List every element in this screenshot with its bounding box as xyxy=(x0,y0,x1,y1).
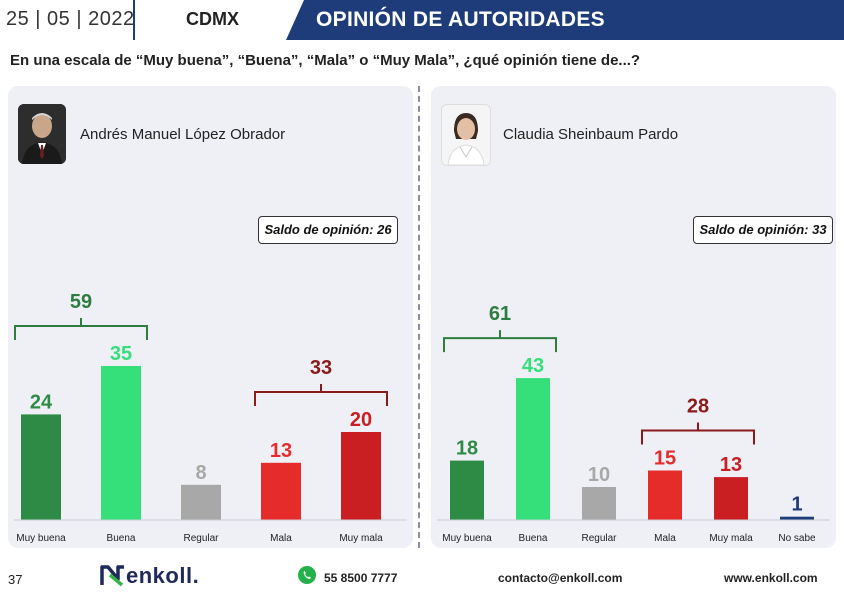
panel-sheinbaum: Claudia Sheinbaum Pardo Saldo de opinión… xyxy=(431,86,836,548)
value-label: 18 xyxy=(456,438,478,460)
category-label: Buena xyxy=(519,533,548,544)
category-label: Muy buena xyxy=(16,533,66,544)
amlo-photo xyxy=(18,104,66,164)
bar-regular xyxy=(181,484,221,520)
value-label: 24 xyxy=(30,391,53,413)
bar-buena xyxy=(101,366,141,520)
positive-bracket-line xyxy=(443,330,557,353)
person-name: Andrés Manuel López Obrador xyxy=(80,126,286,143)
positive-bracket-line xyxy=(14,318,148,340)
category-label: Mala xyxy=(270,533,292,544)
page-number: 37 xyxy=(8,572,23,587)
bar-muy-mala xyxy=(341,432,381,520)
category-label: Regular xyxy=(581,533,617,544)
category-label: Muy mala xyxy=(709,533,753,544)
category-label: Muy buena xyxy=(442,533,492,544)
bar-muy-buena xyxy=(21,414,61,520)
positive-bracket: 59 xyxy=(14,291,148,340)
value-label: 10 xyxy=(588,464,610,486)
category-label: Regular xyxy=(183,533,219,544)
negative-bracket-line xyxy=(641,422,755,445)
opinion-chart-amlo: 24 Muy buena 35 Buena 8 Regular 13 Mala 20 Muy ma… xyxy=(14,291,407,544)
person-name: Claudia Sheinbaum Pardo xyxy=(503,126,679,143)
positive-bracket-total: 59 xyxy=(70,291,92,313)
bar-mala xyxy=(261,462,301,520)
value-label: 35 xyxy=(110,343,132,365)
value-label: 20 xyxy=(350,409,372,431)
sheinbaum-photo xyxy=(441,104,491,166)
enkoll-logo: enkoll. xyxy=(100,563,199,589)
header-bar: 25 | 05 | 2022 CDMX OPINIÓN DE AUTORIDAD… xyxy=(0,0,844,42)
survey-question: En una escala de “Muy buena”, “Buena”, “… xyxy=(10,52,641,69)
negative-bracket: 33 xyxy=(254,357,388,406)
positive-bracket: 61 xyxy=(443,303,557,353)
logo-mark-icon xyxy=(100,565,124,587)
negative-bracket: 28 xyxy=(641,396,755,445)
value-label: 13 xyxy=(720,454,742,476)
value-label: 8 xyxy=(195,462,206,484)
bar-muy-buena xyxy=(450,460,484,520)
bar-no-sabe xyxy=(780,516,814,520)
bar-buena xyxy=(516,378,550,520)
positive-bracket-total: 61 xyxy=(489,303,511,325)
category-label: Muy mala xyxy=(339,533,383,544)
negative-bracket-total: 33 xyxy=(310,357,332,379)
negative-bracket-total: 28 xyxy=(687,396,709,418)
header-divider xyxy=(133,0,135,40)
page-title: OPINIÓN DE AUTORIDADES xyxy=(316,8,605,31)
category-label: Mala xyxy=(654,533,676,544)
panel-amlo: Andrés Manuel López Obrador Saldo de opi… xyxy=(8,86,413,548)
report-date: 25 | 05 | 2022 xyxy=(6,8,135,30)
opinion-chart-sheinbaum: 18 Muy buena 43 Buena 10 Regular 15 Mala 13 Muy m… xyxy=(437,303,830,544)
whatsapp-icon xyxy=(298,566,316,584)
contact-phone: 55 8500 7777 xyxy=(324,571,398,585)
city-label: CDMX xyxy=(186,9,239,29)
saldo-opinion: Saldo de opinión: 26 xyxy=(258,216,398,244)
website-link[interactable]: www.enkoll.com xyxy=(724,571,818,585)
category-label: No sabe xyxy=(778,533,816,544)
bar-mala xyxy=(648,470,682,520)
contact-email[interactable]: contacto@enkoll.com xyxy=(498,571,623,585)
value-label: 1 xyxy=(791,494,802,516)
bar-muy-mala xyxy=(714,477,748,520)
logo-text: enkoll. xyxy=(126,563,200,588)
bar-regular xyxy=(582,487,616,520)
value-label: 43 xyxy=(522,355,544,377)
value-label: 13 xyxy=(270,440,292,462)
saldo-opinion: Saldo de opinión: 33 xyxy=(693,216,833,244)
value-label: 15 xyxy=(654,448,676,470)
title-banner: OPINIÓN DE AUTORIDADES xyxy=(286,0,844,40)
category-label: Buena xyxy=(107,533,136,544)
panel-separator xyxy=(418,86,420,548)
negative-bracket-line xyxy=(254,384,388,406)
